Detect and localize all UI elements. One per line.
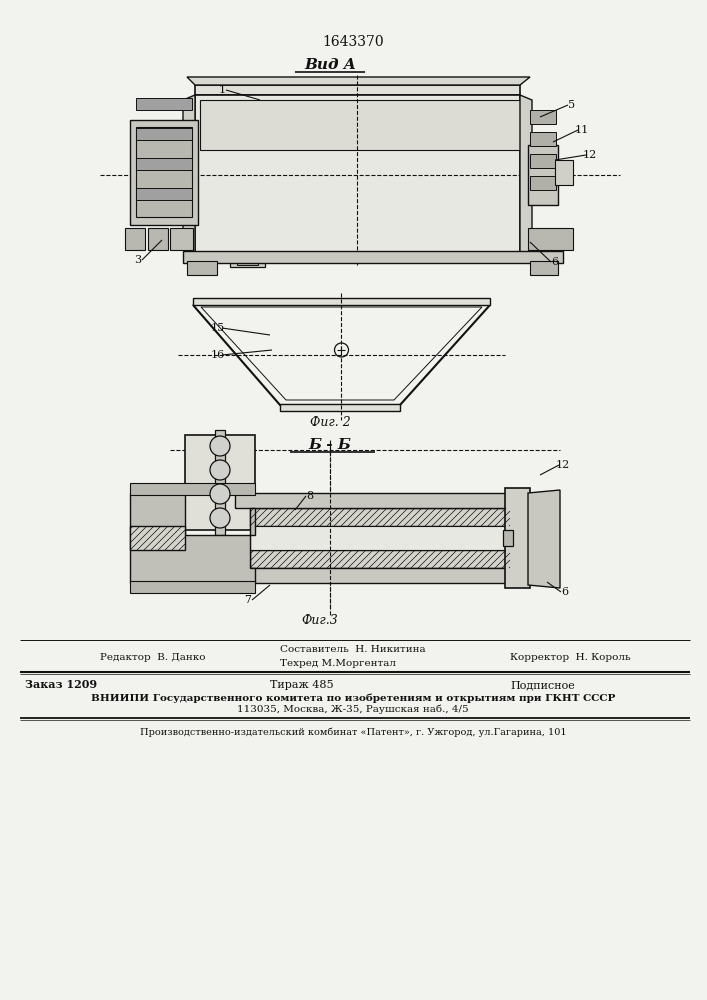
Text: 15: 15 xyxy=(211,323,225,333)
Text: 1: 1 xyxy=(218,85,226,95)
Bar xyxy=(130,526,185,550)
Circle shape xyxy=(210,508,230,528)
Text: 1643370: 1643370 xyxy=(322,35,384,49)
Bar xyxy=(215,430,225,535)
Bar xyxy=(250,550,510,568)
Circle shape xyxy=(210,484,230,504)
Bar xyxy=(195,95,520,255)
Circle shape xyxy=(210,436,230,456)
Text: 12: 12 xyxy=(556,460,570,470)
Text: Редактор  В. Данко: Редактор В. Данко xyxy=(100,652,206,662)
Bar xyxy=(136,127,192,217)
Bar xyxy=(555,160,573,185)
Text: Подписное: Подписное xyxy=(510,680,575,690)
Text: Тираж 485: Тираж 485 xyxy=(270,680,334,690)
Text: 5: 5 xyxy=(568,100,575,110)
Text: Производственно-издательский комбинат «Патент», г. Ужгород, ул.Гагарина, 101: Производственно-издательский комбинат «П… xyxy=(140,727,566,737)
Bar xyxy=(130,483,255,495)
Bar xyxy=(280,404,400,411)
Bar xyxy=(170,228,193,250)
Bar xyxy=(230,252,265,267)
Text: Техред М.Моргентал: Техред М.Моргентал xyxy=(280,658,396,668)
Text: 8: 8 xyxy=(306,491,314,501)
Text: Фиг. 2: Фиг. 2 xyxy=(310,416,351,430)
Bar xyxy=(528,228,573,250)
Text: 11: 11 xyxy=(575,125,589,135)
Bar xyxy=(503,530,513,546)
Text: Фиг.3: Фиг.3 xyxy=(302,613,339,626)
Bar xyxy=(530,132,556,146)
Bar xyxy=(530,261,558,275)
Polygon shape xyxy=(520,95,532,255)
Polygon shape xyxy=(183,95,195,255)
Text: Б - Б: Б - Б xyxy=(308,438,351,452)
Bar xyxy=(183,251,563,263)
Text: Корректор  Н. Король: Корректор Н. Король xyxy=(510,652,631,662)
Bar xyxy=(125,228,145,250)
Bar xyxy=(187,261,217,275)
Bar xyxy=(148,228,168,250)
Bar xyxy=(136,98,192,110)
Bar xyxy=(130,581,255,593)
Text: 6: 6 xyxy=(551,257,559,267)
Text: ВНИИПИ Государственного комитета по изобретениям и открытиям при ГКНТ СССР: ВНИИПИ Государственного комитета по изоб… xyxy=(90,693,615,703)
Text: Вид A: Вид A xyxy=(304,58,356,72)
Bar xyxy=(130,120,198,225)
Bar xyxy=(195,85,520,95)
Text: 3: 3 xyxy=(134,255,141,265)
Bar xyxy=(136,188,192,200)
Polygon shape xyxy=(130,493,255,583)
Text: 7: 7 xyxy=(245,595,252,605)
Bar xyxy=(250,526,510,550)
Bar xyxy=(193,298,490,305)
Bar xyxy=(530,110,556,124)
Bar xyxy=(530,176,556,190)
Bar xyxy=(530,154,556,168)
Bar xyxy=(136,158,192,170)
Polygon shape xyxy=(528,490,560,588)
Text: 16: 16 xyxy=(211,350,225,360)
Text: 12: 12 xyxy=(583,150,597,160)
Text: Заказ 1209: Заказ 1209 xyxy=(25,680,97,690)
Bar xyxy=(250,508,510,526)
Bar xyxy=(528,145,558,205)
Bar xyxy=(136,128,192,140)
Bar xyxy=(200,100,520,150)
Text: 6: 6 xyxy=(561,587,568,597)
Bar xyxy=(235,568,510,583)
Bar xyxy=(505,488,530,588)
Circle shape xyxy=(210,460,230,480)
Text: Составитель  Н. Никитина: Составитель Н. Никитина xyxy=(280,646,426,654)
Text: 113035, Москва, Ж-35, Раушская наб., 4/5: 113035, Москва, Ж-35, Раушская наб., 4/5 xyxy=(237,704,469,714)
Bar xyxy=(237,255,258,265)
Bar xyxy=(185,435,255,530)
Bar xyxy=(235,493,510,508)
Polygon shape xyxy=(187,77,530,85)
